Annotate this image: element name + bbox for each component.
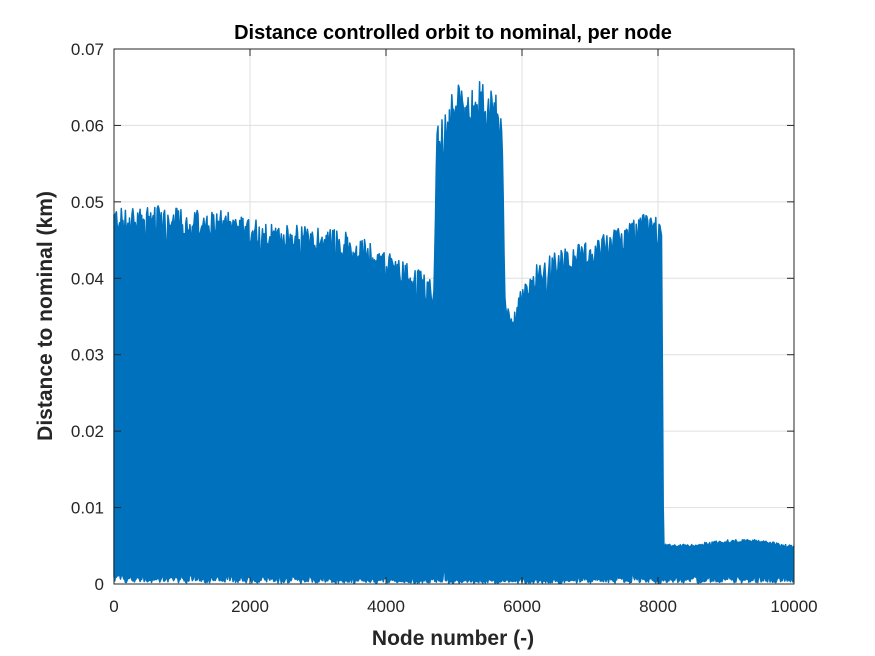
x-tick-labels: 0 2000 4000 6000 8000 10000 (109, 597, 817, 616)
y-tick-label: 0.04 (71, 269, 104, 288)
x-tick-label: 2000 (231, 597, 269, 616)
y-tick-label: 0.06 (71, 116, 104, 135)
x-tick-label: 4000 (367, 597, 405, 616)
y-tick-label: 0.05 (71, 193, 104, 212)
ticks (113, 48, 795, 585)
y-tick-label: 0.02 (71, 422, 104, 441)
y-axis-label: Distance to nominal (km) (34, 191, 57, 441)
x-tick-label: 6000 (503, 597, 541, 616)
x-tick-label: 0 (109, 597, 118, 616)
axes-box (113, 48, 795, 585)
chart-title: Distance controlled orbit to nominal, pe… (234, 22, 672, 44)
y-tick-label: 0.03 (71, 346, 104, 365)
y-tick-label: 0.07 (71, 40, 104, 59)
y-tick-labels: 0 0.01 0.02 0.03 0.04 0.05 0.06 0.07 (71, 40, 104, 594)
x-axis-label: Node number (-) (372, 627, 534, 650)
x-tick-label: 10000 (770, 597, 817, 616)
y-tick-label: 0.01 (71, 499, 104, 518)
x-tick-label: 8000 (639, 597, 677, 616)
y-tick-label: 0 (95, 575, 104, 594)
